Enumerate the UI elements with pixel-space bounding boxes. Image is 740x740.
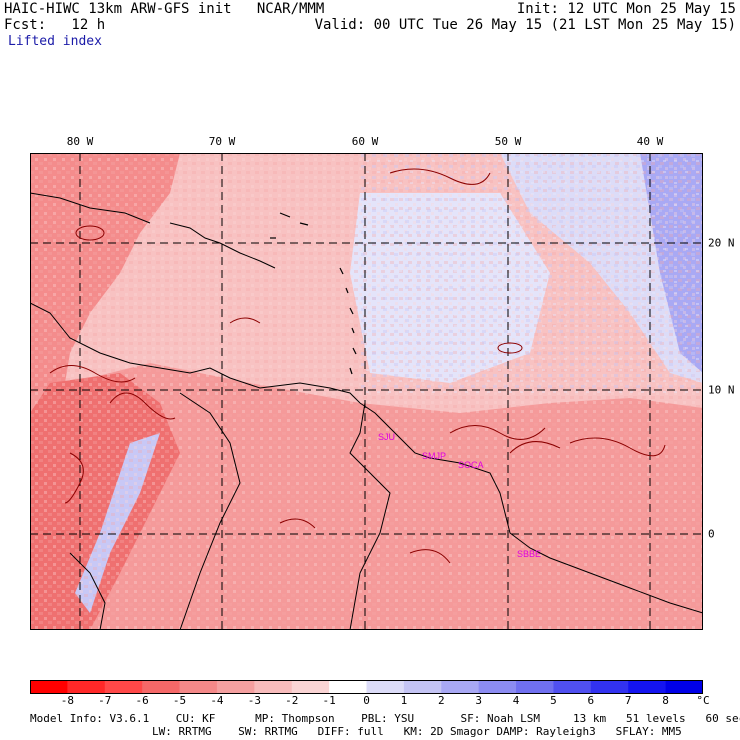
station-soca: SOCA	[458, 460, 484, 470]
colorbar-cell	[553, 680, 592, 694]
colorbar-tick-label: 0	[363, 694, 370, 707]
colorbar-frame	[30, 680, 703, 694]
colorbar-cell	[67, 680, 106, 694]
colorbar-unit: °C	[696, 694, 710, 707]
colorbar-cell	[30, 680, 68, 694]
model-info-line1: Model Info: V3.6.1 CU: KF MP: Thompson P…	[30, 712, 740, 725]
colorbar-cell	[590, 680, 629, 694]
colorbar-tick-label: -7	[98, 694, 112, 707]
colorbar-cell	[104, 680, 143, 694]
forecast-hour: Fcst: 12 h	[4, 17, 106, 33]
colorbar-cell	[366, 680, 405, 694]
station-smjp: SMJP	[422, 451, 446, 461]
colorbar-cell	[142, 680, 181, 694]
colorbar-tick-label: -2	[285, 694, 299, 707]
colorbar-tick-label: -8	[60, 694, 74, 707]
colorbar-cell	[329, 680, 367, 694]
colorbar-tick-label: -3	[247, 694, 261, 707]
colorbar-cell	[441, 680, 480, 694]
lat-label-10n: 10 N	[708, 383, 735, 397]
li-contours	[49, 168, 666, 564]
colorbar-tick-label: 5	[550, 694, 557, 707]
model-title: HAIC-HIWC 13km ARW-GFS init NCAR/MMM	[4, 1, 325, 17]
colorbar-tick-label: -5	[172, 694, 187, 707]
colorbar-tick-label: 1	[400, 694, 408, 707]
station-sbbe: SBBE	[517, 549, 541, 559]
lon-label-60w: 60 W	[351, 135, 379, 148]
coastlines	[30, 192, 703, 630]
graticule	[30, 153, 703, 630]
lon-label-40w: 40 W	[636, 135, 664, 148]
lon-label-50w: 50 W	[494, 135, 522, 148]
colorbar	[30, 680, 703, 694]
lat-label-eq: 0	[708, 527, 715, 541]
colorbar-cell	[665, 680, 703, 694]
colorbar-tick-label: 7	[624, 694, 632, 707]
lifted-index-map: SJU SMJP SOCA SBBE	[30, 153, 703, 630]
antilles-islands	[270, 212, 357, 375]
valid-time: Valid: 00 UTC Tue 26 May 15 (21 LST Mon …	[314, 17, 736, 33]
colorbar-cell	[516, 680, 554, 694]
colorbar-tick-label: 2	[437, 694, 445, 707]
colorbar-cell	[291, 680, 330, 694]
lat-label-20n: 20 N	[708, 236, 735, 250]
colorbar-cell	[403, 680, 442, 694]
colorbar-tick-label: 4	[512, 694, 520, 707]
colorbar-cell	[628, 680, 667, 694]
lon-label-70w: 70 W	[208, 135, 236, 148]
station-sju: SJU	[378, 432, 395, 442]
colorbar-tick-label: -4	[210, 694, 224, 707]
colorbar-cell	[254, 680, 293, 694]
init-time: Init: 12 UTC Mon 25 May 15	[516, 1, 736, 17]
map-frame	[30, 153, 703, 630]
colorbar-tick-label: 6	[587, 694, 595, 707]
colorbar-cell	[179, 680, 218, 694]
colorbar-cell	[216, 680, 255, 694]
model-info-line2: LW: RRTMG SW: RRTMG DIFF: full KM: 2D Sm…	[152, 725, 682, 738]
field-name: Lifted index	[8, 34, 102, 49]
colorbar-tick-label: 8	[662, 694, 669, 707]
colorbar-cell	[478, 680, 517, 694]
colorbar-tick-label: -6	[135, 694, 149, 707]
colorbar-tick-label: 3	[475, 694, 482, 707]
colorbar-tick-label: -1	[322, 694, 336, 707]
lon-label-80w: 80 W	[66, 135, 94, 148]
field-texture-blue	[360, 153, 703, 393]
